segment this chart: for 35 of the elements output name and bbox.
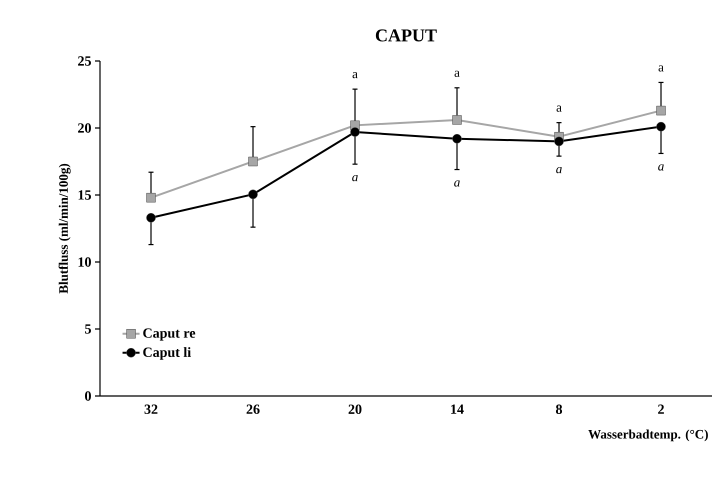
y-tick-label: 0 xyxy=(85,391,91,401)
annotation: a xyxy=(556,167,562,174)
chart-title: CAPUT xyxy=(376,29,437,42)
y-axis-title: Blutfluss (ml/min/100g) xyxy=(58,164,71,294)
point xyxy=(248,156,258,166)
legend-label: Caput li xyxy=(143,347,191,360)
point xyxy=(350,127,360,137)
point xyxy=(146,213,156,223)
point xyxy=(656,106,666,116)
annotation: a xyxy=(352,175,358,182)
x-axis-title: Wasserbadtemp. (°C) xyxy=(588,430,708,442)
point xyxy=(656,122,666,132)
x-tick-label: 2 xyxy=(658,404,664,414)
x-tick-label: 26 xyxy=(246,404,260,414)
annotation: a xyxy=(658,164,664,171)
point xyxy=(452,134,462,144)
x-tick-label: 32 xyxy=(144,404,158,414)
point xyxy=(248,190,258,200)
annotation: a xyxy=(454,180,460,187)
y-tick-label: 15 xyxy=(78,190,91,200)
y-tick-label: 25 xyxy=(78,56,91,66)
point xyxy=(554,136,564,146)
legend-label: Caput re xyxy=(143,328,196,341)
annotation: a xyxy=(658,65,664,72)
y-tick-label: 10 xyxy=(78,257,91,267)
annotation: a xyxy=(352,72,358,78)
x-tick-label: 8 xyxy=(556,404,562,414)
annotation: a xyxy=(556,106,562,112)
annotation: a xyxy=(454,70,460,77)
x-tick-label: 14 xyxy=(451,404,464,414)
point xyxy=(146,192,156,202)
y-tick-label: 5 xyxy=(85,324,91,334)
y-tick-label: 20 xyxy=(78,123,91,133)
point xyxy=(452,115,462,125)
x-tick-label: 20 xyxy=(348,404,362,414)
